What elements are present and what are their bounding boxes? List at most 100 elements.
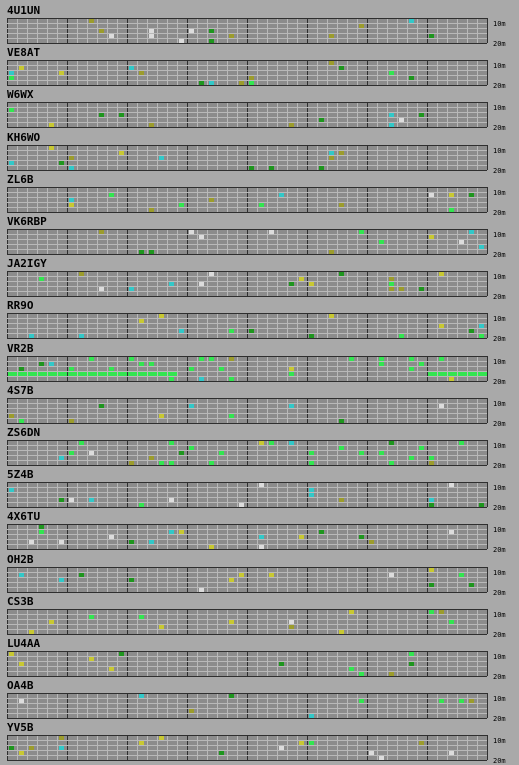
signal-cell [449, 483, 454, 488]
signal-cell [149, 123, 154, 128]
signal-cell [169, 441, 174, 445]
signal-cell [229, 694, 234, 699]
signal-cell [19, 66, 24, 71]
signal-cell [99, 287, 104, 292]
band-label-top: 10m [493, 442, 506, 450]
signal-cell [439, 403, 444, 408]
signal-cell [179, 451, 184, 455]
signal-cell [329, 34, 334, 38]
signal-cell [99, 29, 104, 33]
station-callsign: ZL6B [7, 172, 34, 186]
signal-cell [69, 197, 74, 202]
band-activity-grid [7, 524, 488, 551]
signal-cell [9, 76, 14, 81]
signal-cell [209, 29, 214, 33]
band-label-top: 10m [493, 104, 506, 113]
band-label-top: 10m [493, 526, 506, 535]
band-label-top: 10m [493, 146, 506, 155]
signal-cell [149, 207, 154, 212]
signal-cell [109, 366, 114, 371]
signal-cell [29, 334, 34, 339]
signal-cell [329, 314, 334, 319]
band-label-top: 10m [493, 231, 506, 239]
band-activity-grid [7, 186, 488, 213]
station-callsign: ZS6DN [7, 426, 41, 439]
signal-cell [289, 366, 294, 371]
band-label-bottom: 20m [493, 251, 506, 259]
station-callsign: YV5B [7, 721, 34, 735]
signal-cell [249, 76, 254, 81]
signal-cell [239, 81, 244, 86]
signal-cell [149, 540, 154, 545]
band-activity-grid [7, 60, 488, 87]
signal-cell [409, 356, 414, 361]
station-callsign: 5Z4B [7, 468, 34, 482]
signal-cell [159, 155, 164, 160]
signal-cell [309, 714, 314, 719]
signal-cell [389, 287, 394, 292]
signal-cell [399, 287, 404, 292]
station-callsign: JA2IGY [7, 257, 47, 271]
band-label-bottom: 20m [493, 504, 506, 513]
signal-cell [309, 493, 314, 498]
signal-run [87, 371, 177, 376]
signal-cell [339, 272, 344, 277]
signal-cell [49, 361, 54, 366]
signal-cell [89, 451, 94, 455]
signal-cell [149, 456, 154, 460]
signal-cell [139, 361, 144, 366]
station-callsign: 4U1UN [7, 4, 41, 17]
band-label-top: 10m [493, 610, 506, 619]
signal-cell [429, 498, 434, 503]
signal-cell [429, 609, 434, 614]
signal-cell [59, 71, 64, 76]
signal-cell [219, 451, 224, 455]
signal-cell [449, 376, 454, 381]
signal-cell [289, 441, 294, 445]
signal-cell [109, 34, 114, 38]
signal-cell [289, 282, 294, 287]
signal-cell [409, 456, 414, 460]
signal-cell [399, 334, 404, 339]
station-callsign: 4S7B [7, 383, 34, 397]
signal-cell [69, 498, 74, 503]
signal-cell [169, 376, 174, 381]
station-row: YV5B 10m 20m [0, 721, 519, 765]
signal-cell [479, 334, 484, 339]
signal-cell [359, 24, 364, 28]
signal-cell [89, 19, 94, 23]
signal-cell [89, 614, 94, 619]
signal-cell [259, 483, 264, 488]
signal-cell [439, 609, 444, 614]
signal-cell [179, 530, 184, 535]
station-row: RR9O 10m 20m [0, 299, 519, 343]
signal-cell [119, 113, 124, 118]
signal-cell [299, 277, 304, 282]
signal-cell [269, 572, 274, 577]
signal-cell [59, 736, 64, 741]
station-row: ZL6B 10m 20m [0, 172, 519, 217]
signal-cell [139, 319, 144, 324]
signal-cell [319, 118, 324, 123]
signal-cell [429, 34, 434, 38]
signal-cell [289, 123, 294, 128]
signal-cell [189, 446, 194, 450]
signal-cell [99, 230, 104, 234]
band-activity-grid [7, 102, 488, 129]
signal-cell [169, 282, 174, 287]
signal-cell [79, 272, 84, 277]
band-label-top: 10m [493, 357, 506, 366]
signal-cell [229, 34, 234, 38]
signal-cell [249, 329, 254, 334]
signal-cell [429, 461, 434, 465]
band-label-bottom: 20m [493, 673, 506, 681]
signal-cell [139, 503, 144, 508]
signal-cell [189, 403, 194, 408]
station-callsign: VR2B [7, 341, 34, 355]
signal-cell [149, 361, 154, 366]
signal-cell [449, 530, 454, 535]
signal-cell [339, 150, 344, 155]
signal-cell [209, 197, 214, 202]
signal-cell [9, 488, 14, 493]
signal-cell [339, 498, 344, 503]
